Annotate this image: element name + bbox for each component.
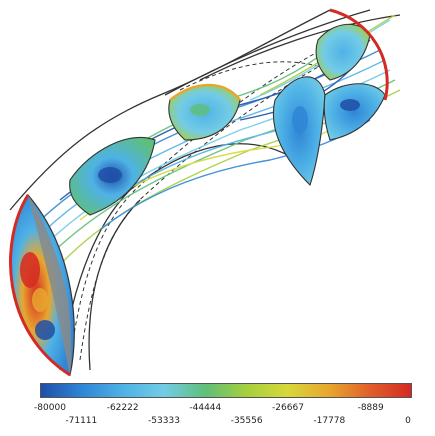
legend-tick-label: -62222: [106, 403, 139, 413]
flow-visualization: [9, 8, 401, 377]
slice-fourth: [272, 76, 386, 187]
legend-tick-label: -80000: [34, 403, 66, 413]
legend-tick-label: -44444: [189, 403, 222, 413]
legend-tick-label: -35556: [230, 416, 263, 426]
legend-tick-label: -8889: [357, 403, 384, 413]
color-legend: -80000 -71111 -62222 -53333 -44444 -35556 -266…: [34, 383, 412, 433]
legend-tick-label: -71111: [65, 416, 98, 426]
slice-outlet: [315, 8, 389, 101]
legend-tick-label: 0: [405, 416, 411, 426]
legend-tick-label: -17778: [313, 416, 346, 426]
legend-tick-label: -26667: [272, 403, 304, 413]
pressure-patches: [20, 99, 360, 340]
slice-inlet: [9, 193, 75, 377]
legend-tick-label: -53333: [148, 416, 180, 426]
legend-color-bar: [40, 383, 412, 398]
